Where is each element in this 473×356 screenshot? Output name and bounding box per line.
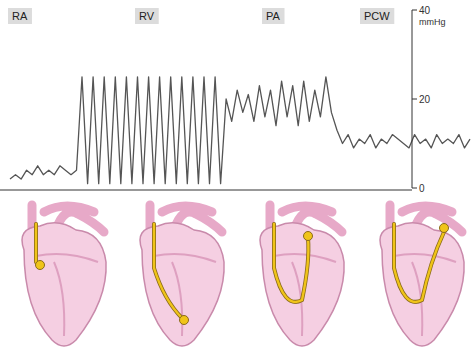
heart-body — [22, 223, 106, 346]
catheter — [35, 224, 37, 262]
stage-label-text: PA — [266, 10, 281, 22]
heart-illustration — [260, 205, 344, 346]
stage-label: PCW — [360, 8, 394, 24]
y-tick-label: 20 — [419, 94, 431, 105]
stage-label: PA — [262, 8, 285, 24]
stage-label: RV — [135, 8, 159, 24]
y-tick — [412, 188, 417, 189]
y-tick — [412, 10, 417, 11]
stage-label-box — [360, 8, 394, 24]
catheter-outline — [154, 224, 182, 318]
y-tick-label: 40 — [419, 5, 431, 16]
stage-label-text: RA — [12, 10, 28, 22]
heart-illustration — [22, 205, 106, 346]
stage-label-text: PCW — [364, 10, 390, 22]
catheter — [394, 224, 444, 302]
stage-label-box — [8, 8, 32, 24]
y-tick — [412, 99, 417, 100]
y-axis-title: mmHg — [419, 17, 446, 27]
pressure-trace — [10, 77, 470, 184]
stage-label-box — [262, 8, 285, 24]
balloon — [180, 316, 189, 325]
heart-chambers — [36, 254, 98, 336]
catheter-outline — [394, 224, 444, 302]
y-tick-label: 0 — [419, 183, 425, 194]
catheter — [154, 224, 182, 318]
balloon — [304, 232, 313, 241]
baseline — [0, 190, 412, 191]
stage-label-box — [135, 8, 159, 24]
balloon — [440, 224, 449, 233]
stage-label: RA — [8, 8, 32, 24]
heart-body — [140, 223, 224, 346]
chart: 0 20 40mmHg RA RV PA PCW — [0, 0, 473, 356]
catheter-outline — [34, 224, 38, 262]
balloon — [36, 261, 45, 270]
heart-body — [260, 223, 344, 346]
heart-illustration — [140, 205, 224, 346]
heart-illustration — [380, 205, 464, 346]
plot-area — [10, 77, 470, 184]
heart-body — [380, 223, 464, 346]
stage-label-text: RV — [139, 10, 155, 22]
